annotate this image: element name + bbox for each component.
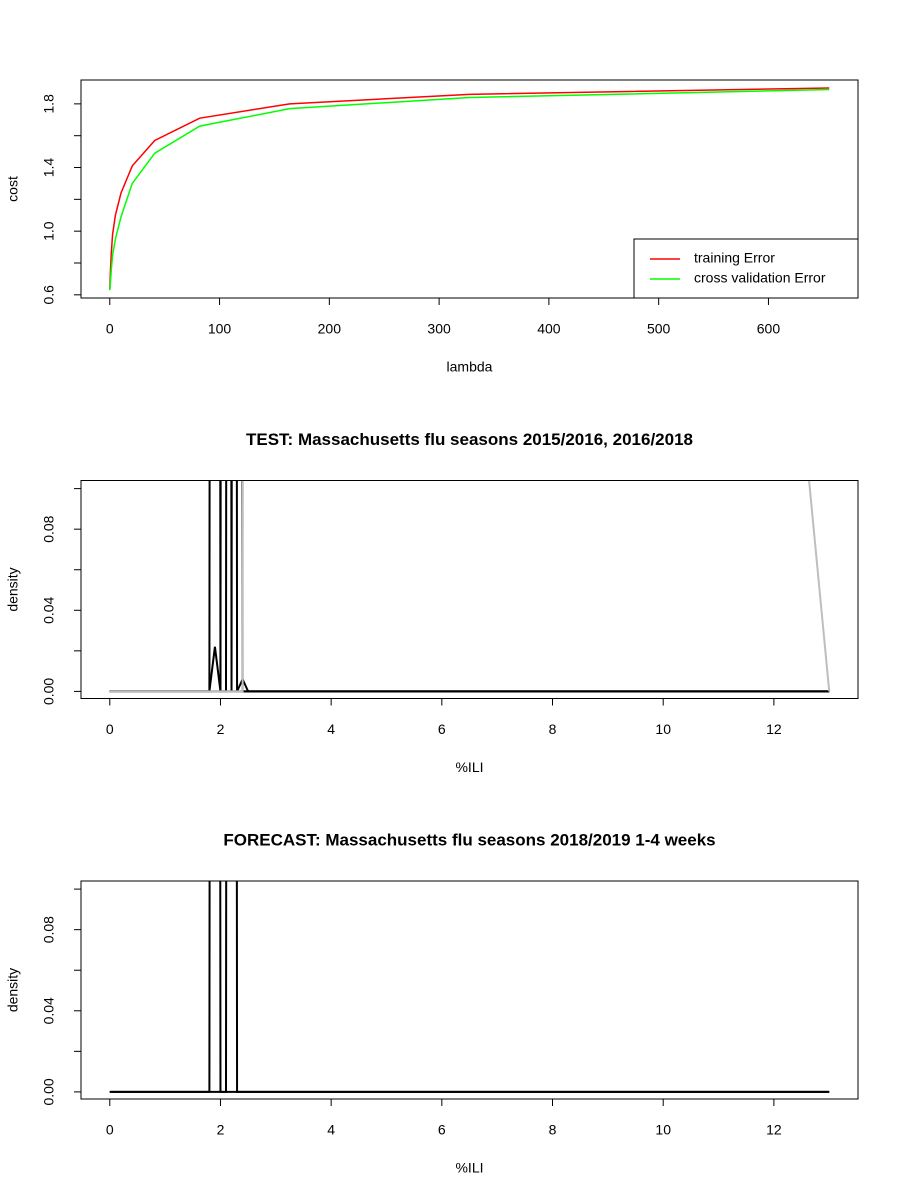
line-series [109,881,830,1093]
panel: TEST: Massachusetts flu seasons 2015/201… [5,430,859,775]
x-axis-label: %ILI [455,1160,483,1176]
plot-area [109,881,830,1093]
legend-label: training Error [694,250,775,266]
x-tick-label: 8 [549,1122,557,1138]
line-series [109,881,830,1093]
y-tick-label: 0.00 [41,678,57,705]
plot-frame [80,79,859,299]
x-tick-label: 200 [318,321,342,337]
panel: FORECAST: Massachusetts flu seasons 2018… [5,830,859,1176]
y-tick-label: 0.08 [41,916,57,943]
x-tick-label: 2 [217,1122,225,1138]
x-tick-label: 10 [655,721,671,737]
plot-area [109,87,830,291]
x-tick-label: 4 [327,1122,335,1138]
plot-frame [80,880,859,1100]
x-tick-label: 6 [438,1122,446,1138]
x-tick-label: 8 [549,721,557,737]
panel: 0 100 200 300 400 500 600 0.6 1.0 1.4 1.8 lambda cos… [5,79,859,375]
x-axis-label: lambda [447,359,493,375]
y-tick-label: 0.04 [41,997,57,1024]
chart-title: TEST: Massachusetts flu seasons 2015/201… [246,430,693,449]
x-tick-label: 0 [106,1122,114,1138]
y-tick-label: 1.0 [41,221,57,241]
x-tick-label: 12 [766,721,782,737]
legend-box [633,238,859,299]
plot-area [109,480,831,693]
y-axis-label: density [5,968,21,1012]
y-tick-label: 0.04 [41,596,57,623]
line-series [109,480,830,693]
x-tick-label: 12 [766,1122,782,1138]
line-series [109,87,830,291]
x-tick-label: 4 [327,721,335,737]
x-tick-label: 500 [647,321,671,337]
legend-label: cross validation Error [694,270,826,286]
y-axis-label: cost [5,176,21,202]
y-tick-label: 0.08 [41,515,57,542]
x-tick-label: 600 [757,321,781,337]
y-tick-label: 0.6 [41,285,57,305]
plot-frame [80,480,859,699]
y-tick-label: 0.00 [41,1078,57,1105]
line-series [109,480,831,693]
y-tick-label: 1.8 [41,94,57,114]
x-tick-label: 300 [427,321,451,337]
x-tick-label: 100 [208,321,232,337]
x-tick-label: 0 [106,321,114,337]
chart-title: FORECAST: Massachusetts flu seasons 2018… [223,830,715,849]
line-series [109,480,830,693]
line-series [109,88,830,291]
x-tick-label: 2 [217,721,225,737]
y-axis-label: density [5,567,21,611]
x-tick-label: 0 [106,721,114,737]
x-tick-label: 6 [438,721,446,737]
x-tick-label: 10 [655,1122,671,1138]
x-axis-label: %ILI [455,759,483,775]
y-tick-label: 1.4 [41,158,57,178]
line-series [109,646,830,693]
x-tick-label: 400 [537,321,561,337]
